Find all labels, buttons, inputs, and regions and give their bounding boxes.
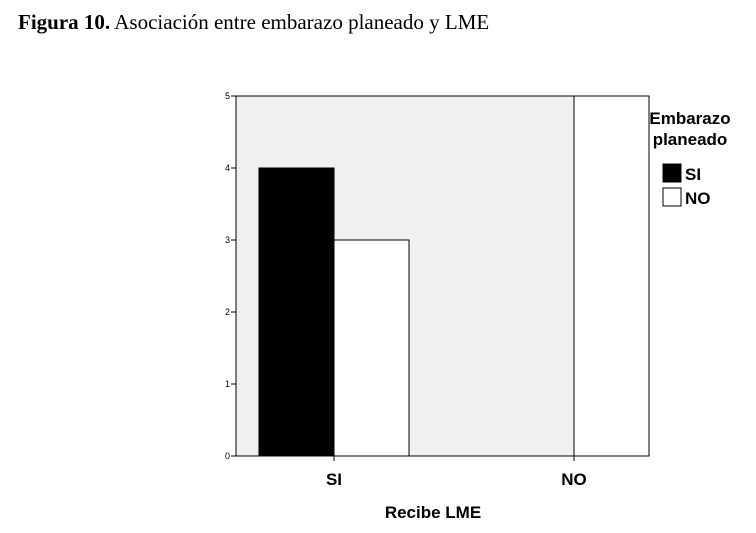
legend-swatch-si	[662, 163, 682, 183]
bar-si-si	[258, 167, 335, 457]
legend-label-no: NO	[685, 189, 711, 208]
y-tick-label: 0	[225, 451, 230, 461]
x-tick-label: SI	[326, 470, 342, 489]
legend-title: planeado	[653, 130, 728, 149]
bar-si-no	[333, 239, 410, 457]
caption-text: Asociación entre embarazo planeado y LME	[114, 10, 490, 34]
y-tick-label: 1	[225, 379, 230, 389]
figure-caption: Figura 10. Asociación entre embarazo pla…	[18, 10, 489, 35]
legend-swatch-no	[662, 187, 682, 207]
y-tick-label: 4	[225, 163, 230, 173]
legend-label-si: SI	[685, 165, 701, 184]
bar-no-no	[573, 95, 650, 457]
y-tick-label: 5	[225, 91, 230, 101]
legend-title: Embarazo	[649, 109, 730, 128]
caption-label: Figura 10.	[18, 10, 111, 34]
y-tick-label: 2	[225, 307, 230, 317]
y-tick-label: 3	[225, 235, 230, 245]
x-axis-label: Recibe LME	[385, 503, 481, 522]
x-tick-label: NO	[561, 470, 587, 489]
